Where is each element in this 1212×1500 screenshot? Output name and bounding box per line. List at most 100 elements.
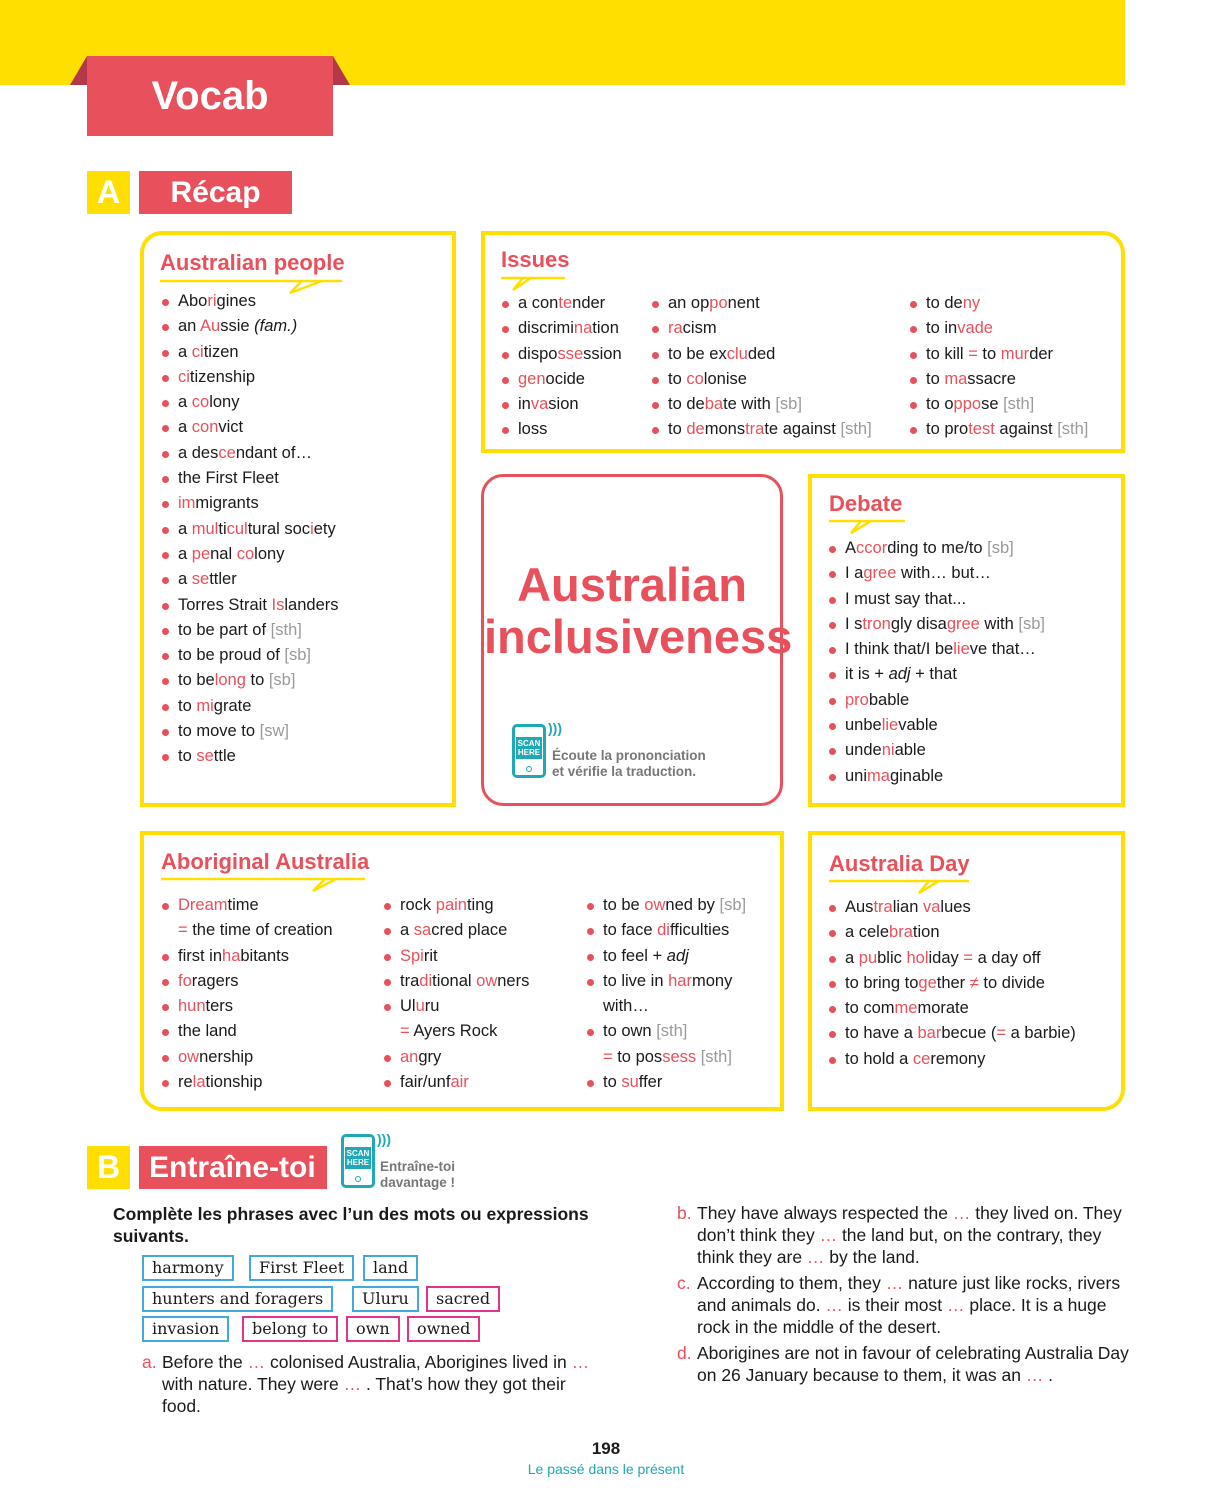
vocab-item: dispossession bbox=[502, 342, 622, 367]
scan-text: Entraîne-toi davantage ! bbox=[380, 1159, 456, 1190]
signal-icon: ))) bbox=[548, 720, 562, 736]
vocab-list: According to me/to [sb] I agree with… but… bbox=[829, 536, 1045, 789]
vocab-list: rock painting a sacred place Spirit traditi… bbox=[384, 893, 529, 1095]
vocab-item: I think that/I believe that… bbox=[829, 637, 1045, 662]
vocab-item: undeniable bbox=[829, 738, 1045, 763]
vocab-item: to bring together ≠ to divide bbox=[829, 971, 1076, 996]
vocab-item: racism bbox=[652, 316, 872, 341]
vocab-list: Aborigines an Aussie (fam.) a citizen citiz… bbox=[162, 289, 339, 770]
scan-label: SCAN HERE bbox=[345, 1147, 371, 1169]
vocab-item: to have a barbecue (= a barbie) bbox=[829, 1021, 1076, 1046]
vocab-item: a public holiday = a day off bbox=[829, 946, 1076, 971]
scan-phone-icon[interactable]: SCAN HERE bbox=[341, 1134, 375, 1188]
vocab-item: relationship bbox=[162, 1070, 333, 1095]
vocab-item: to migrate bbox=[162, 694, 339, 719]
vocab-item: discrimination bbox=[502, 316, 622, 341]
vocab-item: = the time of creation bbox=[178, 921, 333, 940]
vocab-item: an opponent bbox=[652, 291, 872, 316]
word-chip: Uluru bbox=[352, 1286, 419, 1312]
vocab-item: According to me/to [sb] bbox=[829, 536, 1045, 561]
word-chip: First Fleet bbox=[249, 1255, 355, 1281]
vocab-item: = Ayers Rock bbox=[400, 1022, 498, 1041]
vocab-item: to oppose [sth] bbox=[910, 392, 1088, 417]
vocab-item: genocide bbox=[502, 367, 622, 392]
vocab-item: it is + adj + that bbox=[829, 662, 1045, 687]
ribbon-fold bbox=[333, 56, 350, 85]
vocab-item: to suffer bbox=[587, 1070, 746, 1095]
vocab-item: I agree with… but… bbox=[829, 561, 1045, 586]
vocab-item: to be owned by [sb] bbox=[587, 893, 746, 918]
scan-text: Écoute la prononciation et vérifie la tra… bbox=[552, 748, 706, 779]
vocab-item: a celebration bbox=[829, 920, 1076, 945]
vocab-list: an opponent racism to be excluded to coloni… bbox=[652, 291, 872, 443]
vocab-item: with… bbox=[603, 997, 649, 1016]
topic-card: Australian inclusiveness bbox=[481, 474, 792, 806]
exercise-question: b. They have always respected the … they … bbox=[677, 1203, 1122, 1267]
vocab-item: Torres Strait Islanders bbox=[162, 593, 339, 618]
section-letter: A bbox=[87, 171, 130, 214]
chapter-footer: Le passé dans le présent bbox=[527, 1461, 685, 1477]
vocab-item: to debate with [sb] bbox=[652, 392, 872, 417]
vocab-list: to deny to invade to kill = to murder to ma… bbox=[910, 291, 1088, 443]
signal-icon: ))) bbox=[377, 1131, 391, 1147]
exercise-question: c. According to them, they … nature just … bbox=[677, 1273, 1121, 1337]
word-chip: hunters and foragers bbox=[142, 1286, 334, 1312]
title-underline-icon bbox=[501, 276, 565, 292]
page-number: 198 bbox=[591, 1439, 621, 1458]
vocab-item: to deny bbox=[910, 291, 1088, 316]
vocab-item: to kill = to murder bbox=[910, 342, 1088, 367]
aboriginal-australia-box bbox=[140, 831, 784, 1111]
vocab-item: to settle bbox=[162, 744, 339, 769]
vocab-item: to commemorate bbox=[829, 996, 1076, 1021]
vocab-item: to live in harmony bbox=[587, 969, 746, 994]
vocab-item: a colony bbox=[162, 390, 339, 415]
vocab-item: hunters bbox=[162, 994, 333, 1019]
vocab-item: to be proud of [sb] bbox=[162, 643, 339, 668]
word-chip: owned bbox=[407, 1316, 481, 1342]
vocab-item: I must say that... bbox=[829, 587, 1045, 612]
exercise-question: d. Aborigines are not in favour of celebr… bbox=[677, 1343, 1129, 1385]
vocab-item: to hold a ceremony bbox=[829, 1047, 1076, 1072]
word-chip: own bbox=[346, 1316, 400, 1342]
title-underline-icon bbox=[829, 879, 969, 895]
title-underline-icon bbox=[829, 519, 905, 535]
word-chip: invasion bbox=[142, 1316, 230, 1342]
topic-title-line: inclusiveness bbox=[484, 610, 793, 663]
vocab-item: Uluru bbox=[384, 994, 529, 1019]
title-underline-icon bbox=[161, 877, 365, 893]
exercise-instruction: Complète les phrases avec l’un des mots … bbox=[113, 1204, 589, 1246]
box-title: Australian people bbox=[160, 250, 345, 275]
page-title: Vocab bbox=[87, 56, 333, 136]
vocab-item: loss bbox=[502, 417, 622, 442]
vocab-item: the First Fleet bbox=[162, 466, 339, 491]
australia-day-box bbox=[808, 831, 1125, 1111]
vocab-item: to move to [sw] bbox=[162, 719, 339, 744]
ribbon-fold bbox=[70, 56, 87, 85]
scan-label: SCAN HERE bbox=[516, 737, 542, 759]
section-title: Récap bbox=[139, 171, 292, 214]
vocab-item: a convict bbox=[162, 415, 339, 440]
vocab-item: Dreamtime bbox=[162, 893, 333, 918]
vocab-item: a sacred place bbox=[384, 918, 529, 943]
topic-title: Australian inclusiveness bbox=[484, 559, 792, 663]
vocab-item: invasion bbox=[502, 392, 622, 417]
australian-people-box bbox=[140, 231, 456, 807]
vocab-item: to face difficulties bbox=[587, 918, 746, 943]
vocab-item: Australian values bbox=[829, 895, 1076, 920]
vocab-item: unbelievable bbox=[829, 713, 1045, 738]
vocab-item: to protest against [sth] bbox=[910, 417, 1088, 442]
vocab-item: to massacre bbox=[910, 367, 1088, 392]
vocab-item: ownership bbox=[162, 1045, 333, 1070]
word-chip: belong to bbox=[242, 1316, 339, 1342]
vocab-item: I strongly disagree with [sb] bbox=[829, 612, 1045, 637]
vocab-list: a contender discrimination dispossession ge… bbox=[502, 291, 622, 443]
box-title: Debate bbox=[829, 491, 903, 516]
vocab-item: to be part of [sth] bbox=[162, 618, 339, 643]
section-title: Entraîne-toi bbox=[139, 1146, 327, 1189]
scan-phone-icon[interactable]: SCAN HERE bbox=[512, 724, 546, 778]
vocab-item: foragers bbox=[162, 969, 333, 994]
exercise-question: a. Before the … colonised Australia, Abor… bbox=[142, 1352, 590, 1416]
vocab-item: to belong to [sb] bbox=[162, 668, 339, 693]
vocab-item: fair/unfair bbox=[384, 1070, 529, 1095]
box-title: Australia Day bbox=[829, 851, 970, 876]
